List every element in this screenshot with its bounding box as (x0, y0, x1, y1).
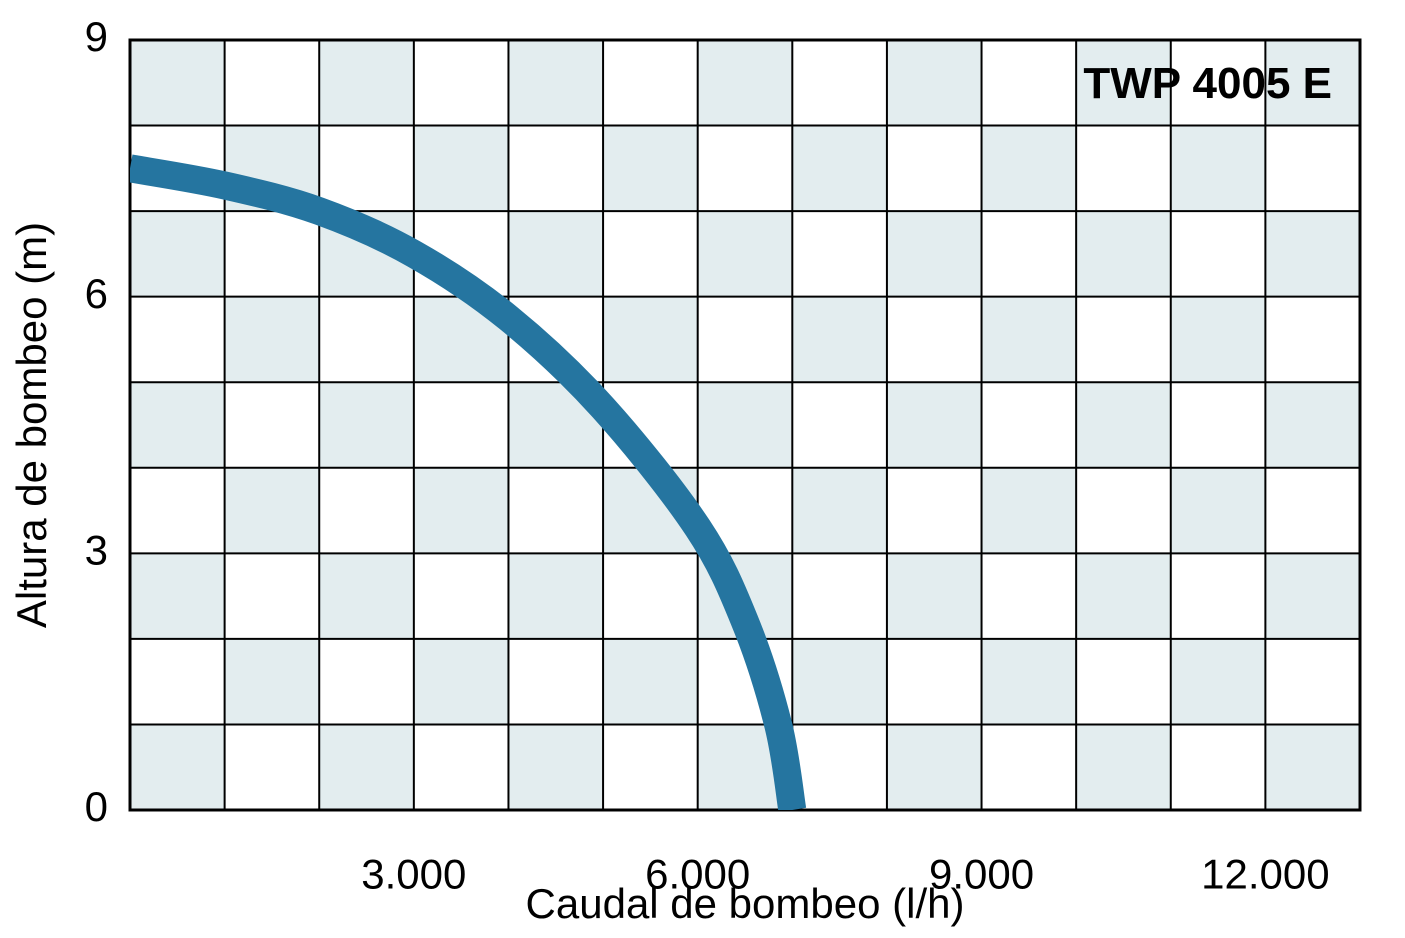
y-tick-label: 9 (85, 13, 108, 60)
x-tick-label: 3.000 (361, 850, 466, 897)
chart-svg: 03693.0006.0009.00012.000Caudal de bombe… (0, 0, 1405, 938)
legend-label: TWP 4005 E (1083, 59, 1332, 108)
x-tick-label: 12.000 (1201, 850, 1329, 897)
x-axis-label: Caudal de bombeo (l/h) (526, 880, 965, 927)
y-tick-label: 0 (85, 783, 108, 830)
pump-curve-chart: 03693.0006.0009.00012.000Caudal de bombe… (0, 0, 1405, 938)
y-tick-label: 3 (85, 526, 108, 573)
y-axis-label: Altura de bombeo (m) (8, 222, 55, 628)
y-tick-label: 6 (85, 270, 108, 317)
